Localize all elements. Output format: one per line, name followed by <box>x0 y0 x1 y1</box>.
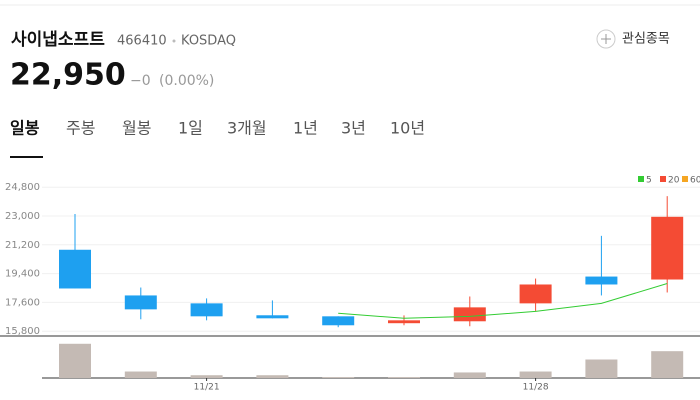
separator <box>172 39 176 43</box>
x-tick-label: 11/21 <box>194 383 220 393</box>
candle-body <box>453 307 486 322</box>
volume-bar <box>453 372 486 378</box>
legend-swatch <box>638 176 644 182</box>
candle-body <box>651 216 684 280</box>
legend-label: 60 <box>690 176 700 186</box>
candle-body <box>322 316 355 326</box>
market: KOSDAQ <box>181 34 236 49</box>
candle-body <box>190 303 223 317</box>
volume-bar <box>519 371 552 378</box>
y-tick-label: 15,800 <box>5 326 40 337</box>
candle-body <box>124 295 157 310</box>
volume-bar <box>651 351 684 378</box>
plus-sign <box>601 34 611 44</box>
volume-bar <box>585 359 618 378</box>
watch-button[interactable]: 관심종목 <box>596 29 670 49</box>
y-tick-label: 19,400 <box>5 269 40 280</box>
volume-bar <box>322 377 355 378</box>
tab[interactable]: 3년 <box>341 119 366 138</box>
candle-body <box>585 276 618 285</box>
volume-bar <box>388 377 420 378</box>
y-tick-label: 24,800 <box>5 182 40 193</box>
x-tick-label: 11/28 <box>523 383 549 393</box>
candle-body <box>519 284 552 304</box>
y-tick-label: 21,200 <box>5 240 40 251</box>
volume-bar <box>256 375 289 378</box>
legend-label: 20 <box>668 176 680 186</box>
stock-name: 사이냅소프트 <box>11 30 105 50</box>
tab[interactable]: 일봉 <box>10 119 40 138</box>
tab[interactable]: 3개월 <box>227 119 267 138</box>
watch-label: 관심종목 <box>622 32 670 47</box>
volume-bar <box>124 371 157 378</box>
legend-label: 5 <box>646 176 652 186</box>
plus-icon <box>596 29 616 49</box>
volume-bar <box>190 375 223 378</box>
price: 22,950 <box>10 58 126 93</box>
change-pct: (0.00%) <box>159 73 214 89</box>
stock-code: 466410 <box>117 34 167 49</box>
candle-body <box>256 315 289 319</box>
candle-body <box>59 249 91 289</box>
volume-bar <box>59 343 91 378</box>
candle-body <box>388 320 420 324</box>
tab[interactable]: 주봉 <box>66 119 95 138</box>
change: −0 <box>130 73 151 89</box>
legend-swatch <box>682 176 688 182</box>
tab[interactable]: 1년 <box>293 119 318 138</box>
moving-average <box>338 283 668 319</box>
legend-swatch <box>660 176 666 182</box>
tab[interactable]: 월봉 <box>122 119 151 138</box>
tab[interactable]: 10년 <box>390 119 425 138</box>
y-tick-label: 23,000 <box>5 211 40 222</box>
tab[interactable]: 1일 <box>178 119 203 138</box>
y-tick-label: 17,600 <box>5 297 40 308</box>
